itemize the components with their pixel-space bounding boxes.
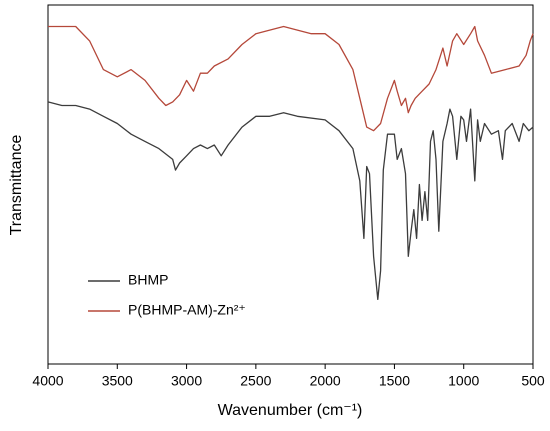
x-tick-label: 2000 [310,373,341,389]
legend-label: BHMP [128,272,168,288]
x-tick-label: 3500 [102,373,133,389]
plot-frame [47,4,534,365]
x-tick-label: 1000 [448,373,479,389]
x-axis-label: Wavenumber (cm⁻¹) [218,402,363,419]
x-tick-label: 2500 [240,373,271,389]
x-tick-label: 1500 [379,373,410,389]
x-tick-label: 4000 [32,373,63,389]
y-axis-label: Transmittance [8,135,25,236]
series-line [47,101,534,301]
series-line [48,25,534,132]
legend-label: P(BHMP-AM)-Zn²⁺ [128,302,246,318]
x-tick-label: 3000 [171,373,202,389]
x-tick-label: 500 [521,373,545,389]
